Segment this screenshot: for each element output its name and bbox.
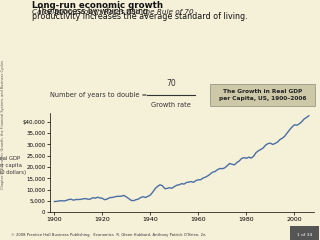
Text: 1 of 34: 1 of 34 bbox=[297, 233, 312, 237]
Text: Real GDP: Real GDP bbox=[0, 156, 20, 161]
Text: (2000 dollars): (2000 dollars) bbox=[0, 170, 27, 175]
Text: per capita: per capita bbox=[0, 163, 21, 168]
Text: Chapter 8: Economic Growth, the Financial System, and Business Cycles: Chapter 8: Economic Growth, the Financia… bbox=[1, 60, 4, 189]
Text: Calculating Growth Rates and the Rule of 70: Calculating Growth Rates and the Rule of… bbox=[32, 8, 194, 14]
Text: The process by which rising: The process by which rising bbox=[32, 7, 148, 16]
Text: 70: 70 bbox=[166, 79, 176, 88]
Text: Growth rate: Growth rate bbox=[151, 102, 191, 108]
Text: productivity increases the average standard of living.: productivity increases the average stand… bbox=[32, 12, 248, 22]
Text: The Growth in Real GDP
per Capita, US, 1900–2006: The Growth in Real GDP per Capita, US, 1… bbox=[219, 89, 306, 101]
Text: © 2008 Prentice Hall Business Publishing   Economics  R. Glenn Hubbard, Anthony : © 2008 Prentice Hall Business Publishing… bbox=[11, 233, 207, 237]
Text: Long-run economic growth: Long-run economic growth bbox=[32, 1, 163, 10]
Text: Number of years to double =: Number of years to double = bbox=[50, 92, 149, 98]
